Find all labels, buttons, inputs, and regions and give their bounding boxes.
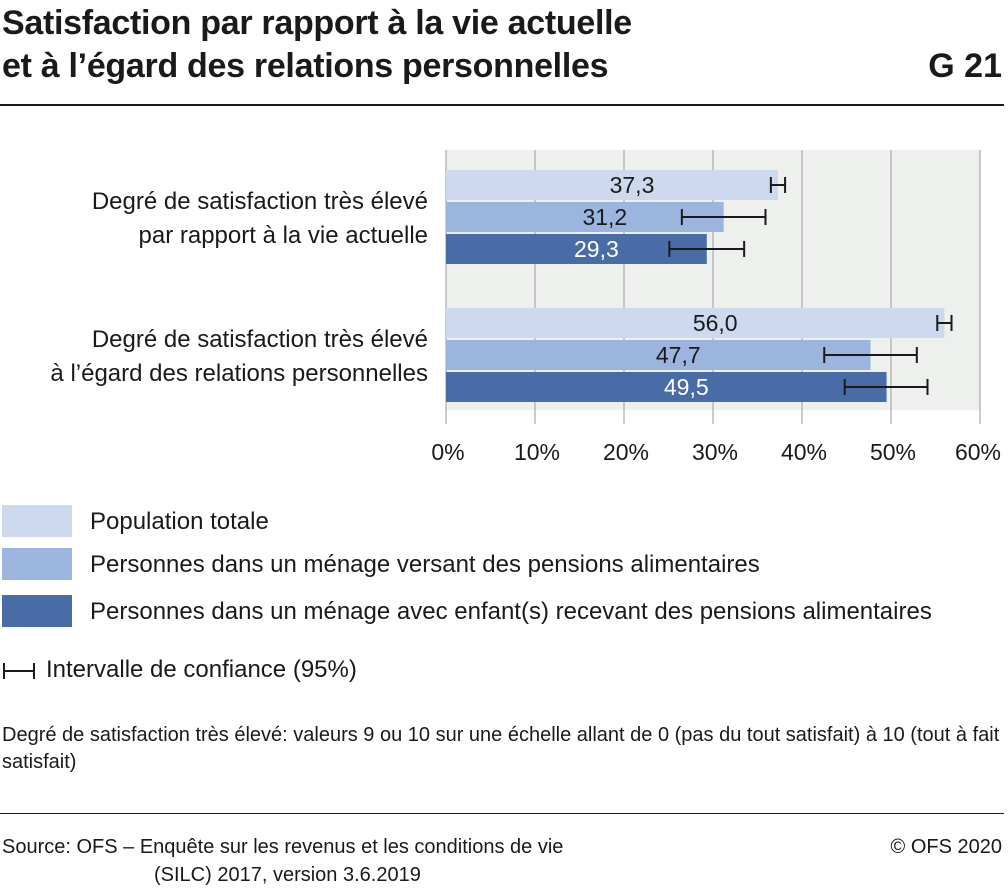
source: Source: OFS – Enquête sur les revenus et… — [2, 833, 702, 889]
legend-label: Intervalle de confiance (95%) — [46, 656, 357, 683]
category-label: à l’égard des relations personnelles — [50, 360, 428, 387]
x-tick-label: 40% — [781, 439, 827, 465]
chart-title: Satisfaction par rapport à la vie actuel… — [2, 2, 962, 88]
legend-item-menage-versant: Personnes dans un ménage versant des pen… — [0, 548, 1008, 582]
bar-chart: 0% 10% 20% 30% 40% 50% 60% Degré de satisfactio… — [50, 150, 1001, 465]
data-label: 56,0 — [693, 310, 738, 336]
category-label: Degré de satisfaction très élevé — [92, 188, 428, 215]
x-tick-label: 10% — [514, 439, 560, 465]
title-line-2: et à l’égard des relations personnelles — [2, 47, 609, 85]
figure-id: G 21 — [928, 47, 1002, 85]
category-label: par rapport à la vie actuelle — [139, 222, 429, 249]
data-label: 29,3 — [574, 236, 619, 262]
x-tick-label: 60% — [955, 439, 1001, 465]
error-bar-icon — [3, 663, 35, 679]
source-line-1: Source: OFS – Enquête sur les revenus et… — [2, 836, 564, 858]
bar — [446, 234, 707, 264]
legend-label: Personnes dans un ménage versant des pen… — [90, 551, 760, 578]
legend-label: Personnes dans un ménage avec enfant(s) … — [90, 598, 932, 625]
bar — [446, 340, 871, 370]
title-line-1: Satisfaction par rapport à la vie actuel… — [2, 4, 632, 42]
bar — [446, 372, 887, 402]
bar — [446, 308, 945, 338]
x-tick-label: 20% — [603, 439, 649, 465]
legend-item-population-totale: Population totale — [0, 505, 1008, 539]
footnote: Degré de satisfaction très élevé: valeur… — [2, 724, 1000, 773]
legend-swatch — [2, 595, 72, 627]
bar — [446, 170, 778, 200]
x-tick-label: 30% — [692, 439, 738, 465]
data-label: 47,7 — [656, 342, 701, 368]
x-tick-label: 0% — [431, 439, 464, 465]
copyright: © OFS 2020 — [890, 836, 1002, 858]
bar — [446, 202, 724, 232]
legend-item-menage-recevant: Personnes dans un ménage avec enfant(s) … — [0, 595, 1008, 629]
category-label: Degré de satisfaction très élevé — [92, 326, 428, 353]
title-rule — [0, 104, 1004, 106]
legend-label: Population totale — [90, 508, 269, 535]
x-tick-label: 50% — [870, 439, 916, 465]
legend-item-confidence-interval: Intervalle de confiance (95%) — [0, 655, 600, 685]
data-label: 37,3 — [610, 172, 655, 198]
footer-rule — [0, 813, 1004, 814]
source-line-2: (SILC) 2017, version 3.6.2019 — [154, 864, 421, 886]
legend-swatch — [2, 505, 72, 537]
data-label: 31,2 — [582, 204, 627, 230]
legend-swatch — [2, 548, 72, 580]
data-label: 49,5 — [664, 374, 709, 400]
